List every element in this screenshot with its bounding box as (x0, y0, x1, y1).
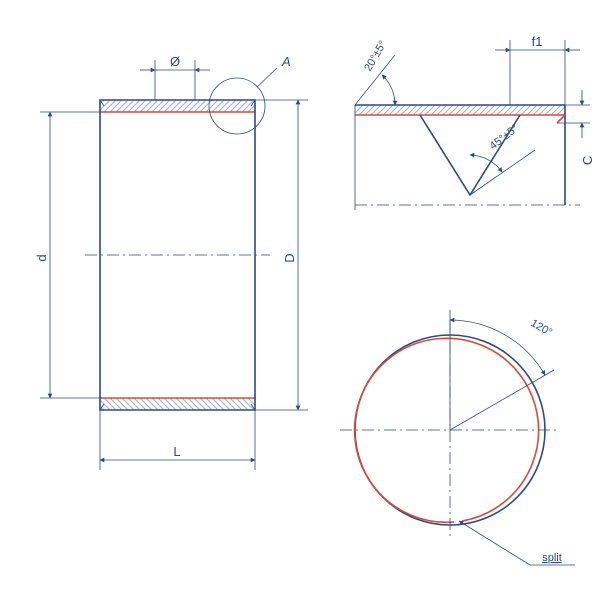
angle-45-label: 45°±5° (487, 122, 521, 152)
split-label: split (542, 552, 562, 564)
hatch-top (100, 100, 255, 112)
split-leader (459, 521, 530, 565)
ring-end-view: 120° split (340, 310, 575, 565)
angle-20-label: 20°±5° (362, 39, 389, 74)
bushing-section-view: d D L Ø A (34, 54, 308, 470)
chamfer-detail-view: 20°±5° 45°±5° f1 C (355, 34, 595, 210)
dim-D-label: D (282, 253, 297, 262)
detail-callout-leader (257, 68, 277, 87)
detail-hatch (355, 105, 565, 115)
dim-d-label: d (34, 254, 49, 261)
angle-120-label: 120° (529, 317, 555, 339)
detail-callout-label: A (281, 54, 291, 69)
dim-L-label: L (173, 444, 180, 459)
hatch-bottom (100, 398, 255, 410)
dim-f1-label: f1 (532, 34, 543, 49)
dim-C-label: C (580, 156, 595, 165)
dim-O-label: Ø (170, 54, 180, 69)
